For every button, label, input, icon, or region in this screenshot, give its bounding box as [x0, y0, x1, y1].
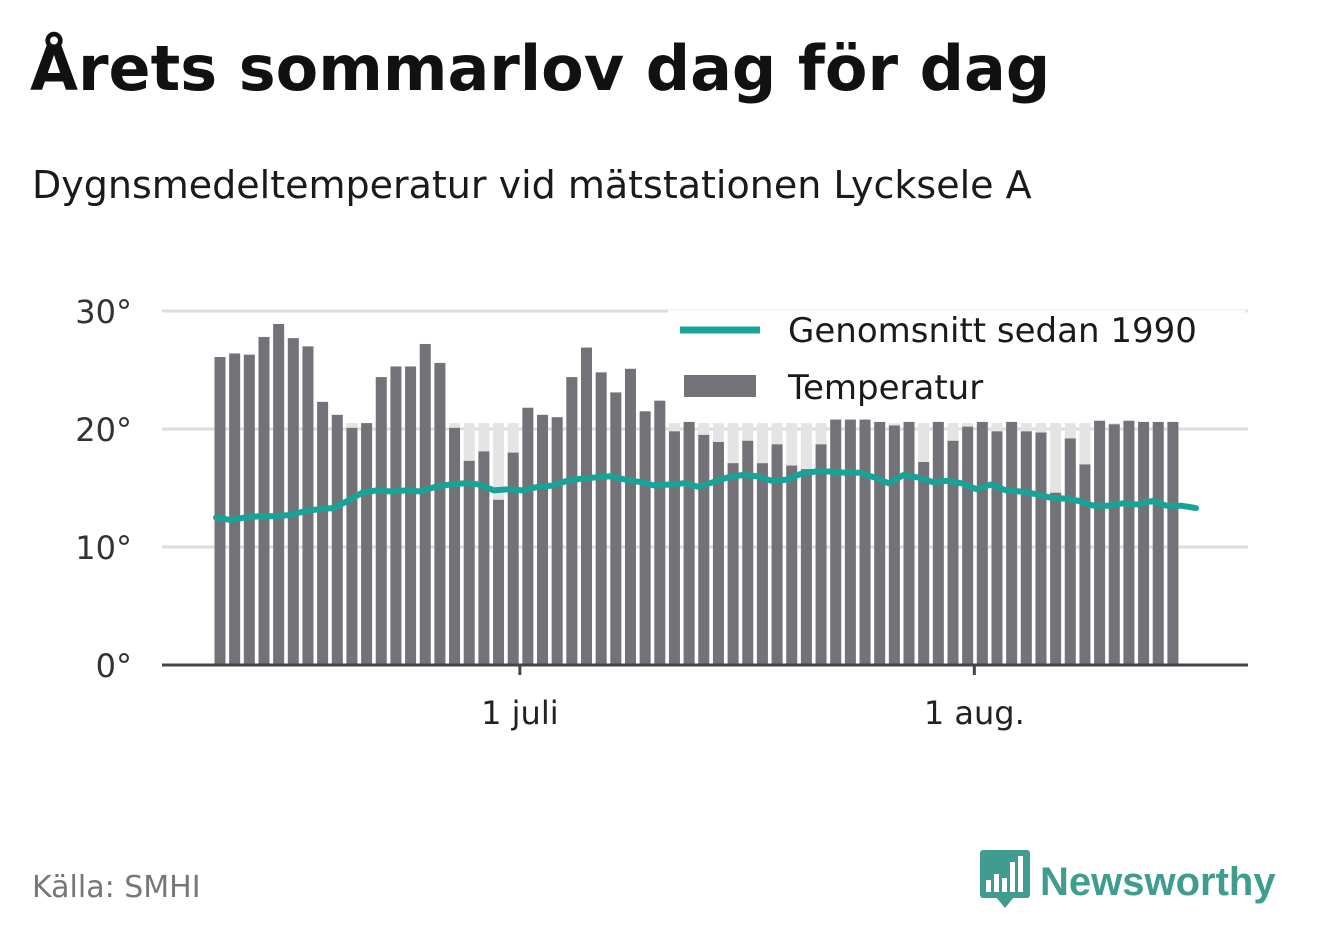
- temperature-bar: [756, 463, 768, 665]
- temperature-bars: [214, 323, 1179, 665]
- temperature-bar: [815, 444, 827, 665]
- temperature-bar: [712, 441, 724, 665]
- y-tick-label: 20°: [75, 411, 132, 449]
- temperature-bar: [361, 423, 373, 665]
- temperature-bar: [844, 419, 856, 665]
- temperature-bar: [800, 469, 812, 665]
- temperature-bar: [331, 414, 343, 665]
- temperature-bar: [317, 401, 329, 665]
- average-line: [213, 468, 1199, 523]
- temperature-bar: [434, 362, 446, 665]
- temperature-bar: [507, 452, 519, 665]
- temperature-bar: [976, 421, 988, 665]
- chart-title: Årets sommarlov dag för dag: [30, 32, 1051, 105]
- source-label: Källa: SMHI: [32, 870, 201, 905]
- y-tick-label: 0°: [96, 647, 132, 685]
- temperature-bar: [229, 353, 241, 665]
- temperature-bar: [537, 414, 549, 665]
- temperature-bar: [1167, 421, 1179, 665]
- temperature-bar: [346, 427, 358, 665]
- temperature-bar: [595, 372, 607, 665]
- temperature-bar: [932, 421, 944, 665]
- average-line-layer: [213, 468, 1199, 523]
- temperature-bar: [419, 344, 431, 665]
- axes: 0° 10° 20° 30° 1 juli 1 aug.: [75, 293, 1248, 732]
- temperature-bar: [1050, 492, 1062, 665]
- temperature-bar: [390, 366, 402, 665]
- temperature-bar: [463, 460, 475, 665]
- temperature-bar: [551, 417, 563, 665]
- temperature-bar: [962, 426, 974, 665]
- temperature-bar: [888, 425, 900, 665]
- brand-name: Newsworthy: [1040, 859, 1276, 904]
- temperature-bar: [1123, 420, 1135, 665]
- temperature-bar: [991, 431, 1003, 665]
- temperature-bar: [624, 368, 636, 665]
- temperature-bar: [1094, 420, 1106, 665]
- temperature-bar: [214, 357, 226, 665]
- temperature-bar: [610, 392, 622, 665]
- temperature-bar: [1035, 432, 1047, 665]
- temperature-bar: [830, 419, 842, 665]
- temperature-bar: [566, 377, 578, 665]
- bar-chart-speech-bubble-icon: [980, 850, 1030, 914]
- x-tick-label: 1 juli: [481, 694, 558, 732]
- temperature-chart: 0° 10° 20° 30° 1 juli 1 aug. Genomsnitt sedan…: [75, 293, 1248, 732]
- legend-bar-swatch: [684, 375, 756, 397]
- temperature-bar: [1152, 421, 1164, 665]
- y-tick-label: 10°: [75, 529, 132, 567]
- temperature-bar: [771, 444, 783, 665]
- x-tick-label: 1 aug.: [924, 694, 1025, 732]
- temperature-bar: [639, 411, 651, 665]
- temperature-bar: [742, 440, 754, 665]
- temperature-bar: [1020, 431, 1032, 665]
- temperature-bar: [1079, 464, 1091, 665]
- temperature-bar: [478, 451, 490, 665]
- temperature-bar: [273, 323, 285, 665]
- temperature-bar: [287, 338, 299, 665]
- temperature-bar: [903, 421, 915, 665]
- temperature-bar: [581, 347, 592, 665]
- temperature-bar: [874, 421, 886, 665]
- temperature-bar: [522, 407, 534, 665]
- chart-subtitle: Dygnsmedeltemperatur vid mätstationen Ly…: [32, 163, 1032, 207]
- temperature-bar: [258, 336, 270, 665]
- temperature-bar: [1138, 421, 1150, 665]
- legend: Genomsnitt sedan 1990 Temperatur: [668, 310, 1246, 412]
- temperature-bar: [243, 354, 255, 665]
- temperature-bar: [918, 462, 930, 665]
- temperature-bar: [449, 427, 461, 665]
- temperature-bar: [375, 377, 387, 665]
- temperature-bar: [698, 434, 710, 665]
- temperature-bar: [654, 400, 666, 665]
- temperature-bar: [302, 346, 314, 665]
- temperature-bar: [493, 499, 505, 665]
- temperature-bar: [683, 421, 695, 665]
- y-tick-label: 30°: [75, 293, 132, 331]
- legend-background: [668, 310, 1246, 412]
- temperature-bar: [786, 465, 798, 665]
- temperature-bar: [727, 463, 739, 665]
- legend-label-average: Genomsnitt sedan 1990: [788, 311, 1197, 351]
- temperature-bar: [1006, 421, 1018, 665]
- brand: Newsworthy: [980, 850, 1276, 914]
- temperature-bar: [405, 366, 417, 665]
- legend-label-temperature: Temperatur: [787, 368, 983, 408]
- temperature-bar: [668, 431, 680, 665]
- temperature-bar: [859, 419, 871, 665]
- temperature-bar: [1064, 438, 1076, 665]
- temperature-bar: [947, 440, 959, 665]
- temperature-bar: [1108, 424, 1120, 665]
